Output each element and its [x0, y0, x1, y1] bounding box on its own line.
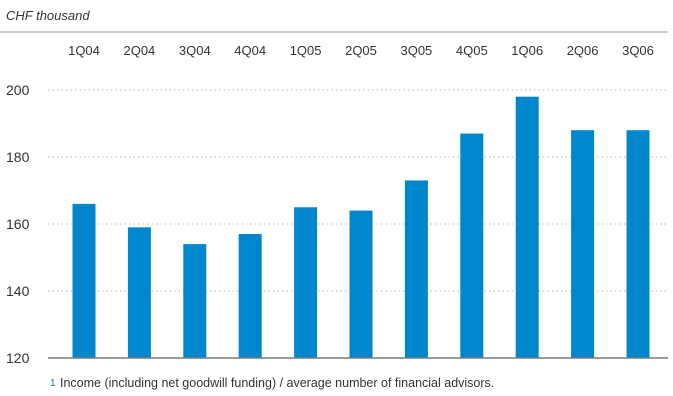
category-label: 2Q04: [123, 43, 155, 58]
bar-3Q06: [626, 130, 650, 358]
bar-3Q05: [404, 180, 428, 358]
bars: [72, 96, 650, 358]
category-label: 2Q06: [567, 43, 599, 58]
category-label: 4Q04: [234, 43, 266, 58]
unit-label: CHF thousand: [6, 8, 90, 23]
category-label: 2Q05: [345, 43, 377, 58]
category-label: 1Q06: [511, 43, 543, 58]
bar-1Q05: [294, 207, 318, 358]
bar-3Q04: [183, 244, 207, 358]
y-tick-label: 120: [6, 350, 30, 366]
y-tick-label: 160: [6, 216, 30, 232]
y-tick-label: 140: [6, 283, 30, 299]
bar-1Q06: [515, 96, 539, 358]
footnote: Income (including net goodwill funding) …: [60, 376, 494, 390]
category-label: 1Q04: [68, 43, 100, 58]
footnote-marker: 1: [50, 378, 56, 389]
bar-4Q04: [238, 234, 262, 358]
category-label: 3Q05: [400, 43, 432, 58]
bar-1Q04: [72, 203, 96, 358]
category-label: 4Q05: [456, 43, 488, 58]
category-labels: 1Q04 2Q04 3Q04 4Q04 1Q05 2Q05 3Q05 4Q05 1Q06 2Q06…: [68, 43, 654, 58]
y-tick-label: 200: [6, 82, 30, 98]
bar-2Q05: [349, 210, 373, 358]
category-label: 3Q06: [622, 43, 654, 58]
category-label: 1Q05: [290, 43, 322, 58]
category-label: 3Q04: [179, 43, 211, 58]
bar-2Q06: [571, 130, 595, 358]
bar-4Q05: [460, 133, 484, 358]
y-tick-label: 180: [6, 149, 30, 165]
bar-2Q04: [127, 227, 151, 358]
y-tick-labels: 120 140 160 180 200: [6, 82, 30, 366]
